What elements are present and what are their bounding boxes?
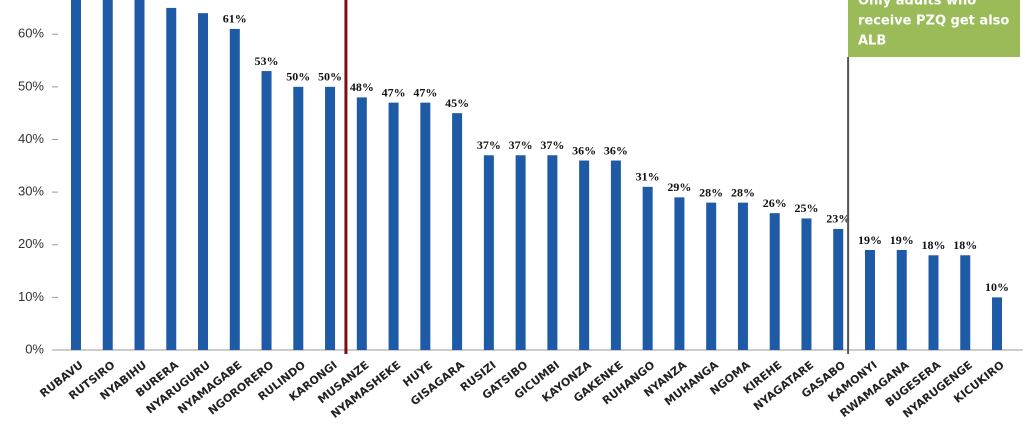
bar — [769, 213, 780, 350]
bar — [896, 250, 907, 350]
bar — [261, 71, 272, 350]
annotation: Only adults who — [858, 0, 976, 9]
bar — [642, 186, 653, 350]
bar — [102, 0, 113, 350]
bar — [166, 7, 177, 350]
bar — [325, 86, 336, 350]
value-label: 48% — [350, 80, 374, 94]
bar — [992, 297, 1003, 350]
annotation-box — [848, 0, 1020, 57]
bar — [452, 113, 463, 350]
y-tick-label: 40% — [18, 131, 44, 146]
y-tick-label: 0% — [25, 341, 44, 356]
bar — [706, 202, 717, 350]
value-label: 37% — [540, 138, 564, 152]
bar — [388, 102, 399, 350]
y-tick-label: 10% — [18, 289, 44, 304]
y-tick-label: 20% — [18, 236, 44, 251]
value-label: 29% — [667, 180, 691, 194]
value-label: 10% — [985, 280, 1009, 294]
bar — [70, 0, 81, 350]
value-label: 47% — [413, 85, 437, 99]
value-label: 37% — [509, 138, 533, 152]
bar — [515, 155, 526, 350]
y-tick-label: 30% — [18, 184, 44, 199]
y-tick-label: 60% — [18, 26, 44, 41]
bar — [579, 160, 590, 350]
value-label: 50% — [318, 70, 342, 84]
value-label: 25% — [794, 201, 818, 215]
annotation: receive PZQ get also — [858, 14, 1009, 29]
bar — [547, 155, 558, 350]
value-label: 19% — [890, 233, 914, 247]
value-label: 36% — [572, 143, 596, 157]
value-label: 18% — [922, 238, 946, 252]
value-label: 23% — [826, 212, 850, 226]
value-label: 50% — [286, 70, 310, 84]
bar — [293, 86, 304, 350]
bar — [960, 255, 971, 350]
value-label: 47% — [382, 85, 406, 99]
bar — [833, 228, 844, 350]
annotation: ALB — [858, 34, 886, 49]
value-label: 28% — [731, 185, 755, 199]
bar — [801, 218, 812, 350]
value-label: 37% — [477, 138, 501, 152]
y-tick-label: 50% — [18, 78, 44, 93]
value-label: 19% — [858, 233, 882, 247]
bar — [928, 255, 939, 350]
bar — [610, 160, 621, 350]
bar — [737, 202, 748, 350]
bar — [483, 155, 494, 350]
value-label: 26% — [763, 196, 787, 210]
value-label: 18% — [953, 238, 977, 252]
bar — [674, 197, 685, 350]
value-label: 45% — [445, 96, 469, 110]
bar — [134, 0, 145, 351]
bar — [198, 13, 209, 350]
bar — [356, 97, 367, 350]
bar — [229, 28, 240, 351]
value-label: 61% — [223, 12, 247, 26]
value-label: 53% — [255, 54, 279, 68]
bar — [864, 250, 875, 350]
bar — [420, 102, 431, 350]
value-label: 28% — [699, 185, 723, 199]
value-label: 31% — [636, 170, 660, 184]
value-label: 36% — [604, 143, 628, 157]
